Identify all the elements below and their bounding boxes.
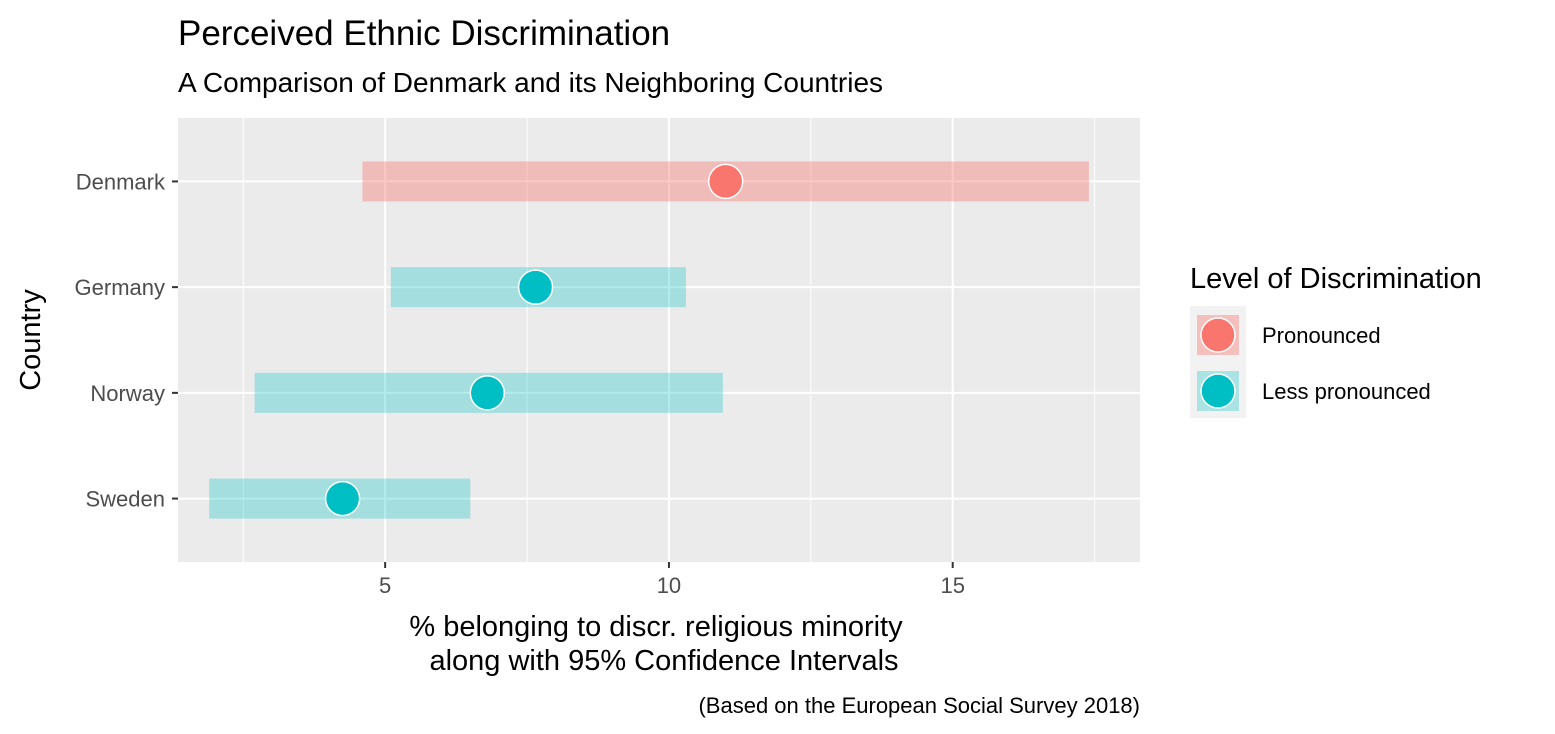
estimate-point-germany (517, 269, 554, 305)
y-tick-label-sweden: Sweden (85, 487, 165, 512)
estimate-point-sweden (324, 480, 361, 517)
y-tick-label-denmark: Denmark (76, 169, 166, 194)
y-tick-label-norway: Norway (90, 381, 165, 406)
legend-title: Level of Discrimination (1190, 263, 1482, 295)
y-axis: Denmark Germany Norway Sweden (75, 169, 178, 512)
x-axis: 5 10 15 (379, 562, 965, 598)
legend-item-less-pronounced: Less pronounced (1197, 371, 1431, 411)
legend-key-point-pronounced (1200, 317, 1236, 353)
estimate-points (324, 163, 744, 517)
grid-minor (242, 118, 1096, 562)
chart-subtitle: A Comparison of Denmark and its Neighbor… (178, 67, 883, 98)
x-tick-label: 5 (379, 573, 391, 598)
y-tick-label-germany: Germany (75, 275, 165, 300)
legend-label-pronounced: Pronounced (1262, 323, 1381, 348)
legend-item-pronounced: Pronounced (1197, 315, 1381, 355)
x-axis-title-line-1: % belonging to discr. religious minority (409, 611, 903, 643)
x-axis-title-line-2: along with 95% Confidence Intervals (429, 645, 898, 677)
x-tick-label: 10 (657, 573, 681, 598)
chart-title: Perceived Ethnic Discrimination (178, 14, 670, 53)
estimate-point-norway (469, 375, 506, 411)
legend-label-less-pronounced: Less pronounced (1262, 379, 1431, 404)
legend: Level of Discrimination Pronounced Less … (1190, 263, 1482, 418)
x-tick-label: 15 (940, 573, 964, 598)
legend-key-point-less-pronounced (1200, 373, 1236, 409)
y-axis-title: Country (15, 289, 47, 391)
caption: (Based on the European Social Survey 201… (698, 693, 1140, 718)
estimate-point-denmark (707, 163, 744, 200)
